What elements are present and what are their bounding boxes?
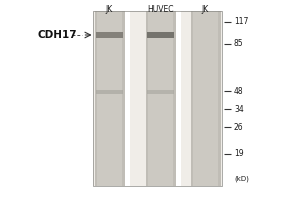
Text: (kD): (kD) bbox=[234, 176, 249, 182]
Bar bbox=[96, 32, 123, 38]
Text: HUVEC: HUVEC bbox=[147, 5, 174, 14]
Bar bbox=[218, 11, 220, 186]
Bar bbox=[93, 11, 222, 186]
Bar bbox=[146, 11, 176, 186]
Bar bbox=[96, 90, 123, 94]
Text: JK: JK bbox=[202, 5, 209, 14]
Bar bbox=[94, 11, 97, 186]
Text: CDH17: CDH17 bbox=[37, 30, 77, 40]
Text: 85: 85 bbox=[234, 40, 244, 48]
Text: 34: 34 bbox=[234, 105, 244, 114]
Bar bbox=[190, 11, 220, 186]
Bar bbox=[122, 11, 124, 186]
Bar bbox=[94, 11, 124, 186]
Text: 19: 19 bbox=[234, 150, 244, 158]
Bar bbox=[147, 90, 174, 94]
Bar bbox=[147, 32, 174, 38]
Bar bbox=[173, 11, 176, 186]
Bar bbox=[93, 11, 222, 186]
Text: 48: 48 bbox=[234, 87, 244, 96]
Bar bbox=[176, 11, 181, 186]
Text: JK: JK bbox=[106, 5, 113, 14]
Bar bbox=[190, 11, 193, 186]
Text: 26: 26 bbox=[234, 122, 244, 132]
Text: 117: 117 bbox=[234, 18, 248, 26]
Bar bbox=[124, 11, 130, 186]
Bar bbox=[146, 11, 148, 186]
